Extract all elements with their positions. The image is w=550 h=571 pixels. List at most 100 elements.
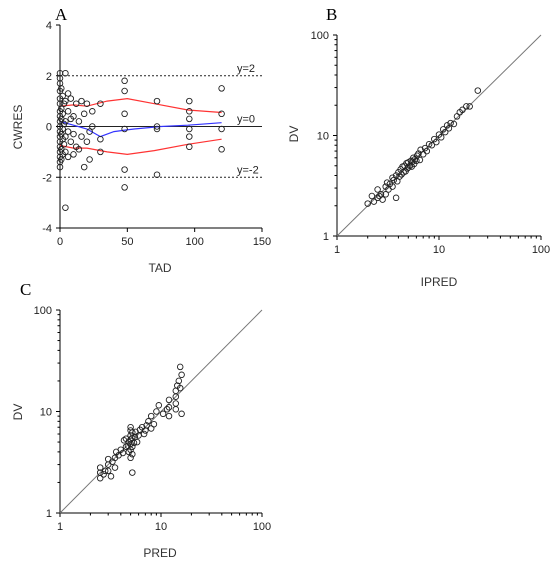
data-point	[83, 100, 91, 107]
data-point	[78, 97, 85, 105]
data-point	[127, 423, 134, 431]
data-point	[450, 120, 458, 128]
data-point	[153, 123, 161, 130]
data-point	[107, 473, 115, 480]
data-point	[80, 163, 88, 171]
data-point	[411, 156, 419, 163]
data-point	[97, 100, 104, 107]
data-point	[419, 151, 427, 158]
data-point	[176, 363, 184, 371]
data-point	[121, 184, 128, 191]
data-point	[70, 130, 77, 138]
data-point	[129, 469, 136, 476]
data-point	[218, 125, 225, 133]
data-point	[437, 134, 445, 141]
data-point	[121, 125, 128, 133]
x-tick-label: 10	[155, 521, 167, 533]
data-point	[415, 150, 422, 157]
x-axis-label: IPRED	[421, 275, 458, 289]
data-point	[129, 450, 136, 458]
data-point	[178, 410, 185, 418]
data-point	[178, 371, 185, 379]
data-point	[370, 198, 378, 205]
data-point	[75, 146, 83, 153]
data-point	[147, 412, 155, 420]
data-point	[58, 85, 65, 92]
data-point	[474, 87, 482, 94]
data-point	[153, 125, 161, 133]
x-tick-label: 0	[57, 236, 63, 248]
data-point	[70, 151, 77, 158]
data-point	[218, 85, 225, 92]
data-point	[121, 110, 128, 118]
x-tick-label: 1	[57, 521, 63, 533]
data-point	[374, 186, 381, 193]
reference-line-label: y=-2	[237, 164, 259, 176]
data-point	[186, 115, 193, 123]
data-point	[165, 396, 173, 404]
panel-b: B 100 10 11 10 100 IPRED DV	[287, 5, 550, 289]
y-axis-label: DV	[287, 126, 301, 143]
reference-line-label: y=2	[237, 63, 255, 75]
data-point	[62, 133, 69, 140]
data-point	[143, 422, 150, 429]
data-point	[100, 471, 107, 478]
data-point	[64, 153, 72, 161]
x-tick-label: 100	[253, 521, 271, 533]
x-tick-label: 1	[334, 244, 340, 256]
data-point	[140, 430, 148, 438]
data-point	[129, 443, 136, 450]
y-tick-label: -2	[42, 172, 52, 184]
reference-line-label: y=0	[237, 114, 255, 126]
data-point	[382, 191, 389, 198]
data-point	[423, 147, 431, 155]
data-point	[83, 138, 91, 145]
data-point	[389, 183, 396, 190]
data-point	[441, 128, 449, 136]
data-point	[121, 87, 128, 95]
data-point	[89, 123, 96, 130]
data-point	[86, 128, 93, 135]
data-point	[186, 97, 193, 105]
y-axis-label: DV	[11, 404, 25, 421]
y-tick-label: 10	[317, 131, 329, 143]
data-point	[416, 156, 424, 164]
panel-label: C	[20, 280, 31, 299]
data-point	[155, 402, 163, 409]
y-tick-label: 100	[34, 305, 52, 317]
data-point	[392, 194, 400, 202]
data-point	[186, 125, 193, 133]
data-point	[121, 77, 128, 85]
y-tick-label: 100	[311, 30, 329, 42]
data-point	[376, 192, 383, 200]
data-point	[70, 113, 77, 120]
y-tick-label: 2	[46, 71, 52, 83]
data-point	[368, 192, 376, 200]
data-point	[218, 146, 225, 153]
y-tick-label: 0	[46, 122, 52, 134]
x-axis-label: TAD	[148, 261, 171, 275]
panel-label: B	[326, 5, 337, 24]
data-point	[111, 464, 119, 471]
data-point	[97, 148, 104, 156]
data-point	[433, 138, 440, 146]
data-point	[176, 384, 184, 392]
data-point	[104, 467, 112, 475]
data-point	[96, 474, 104, 482]
data-point	[159, 410, 167, 418]
smooth-line	[59, 138, 222, 156]
data-point	[379, 196, 386, 203]
data-point	[64, 128, 72, 135]
data-point	[186, 133, 193, 140]
data-point	[165, 412, 173, 420]
y-tick-label: 4	[46, 20, 52, 32]
data-point	[172, 406, 180, 413]
data-point	[62, 148, 69, 156]
data-point	[172, 400, 180, 407]
data-point	[80, 110, 88, 118]
data-point	[67, 95, 75, 102]
panel-a: A4 2 0 -2 -4 0 50 100 150 TAD CWRES y=2 y=0 y=-2	[11, 5, 271, 275]
data-point	[153, 97, 161, 105]
data-point	[428, 141, 436, 149]
